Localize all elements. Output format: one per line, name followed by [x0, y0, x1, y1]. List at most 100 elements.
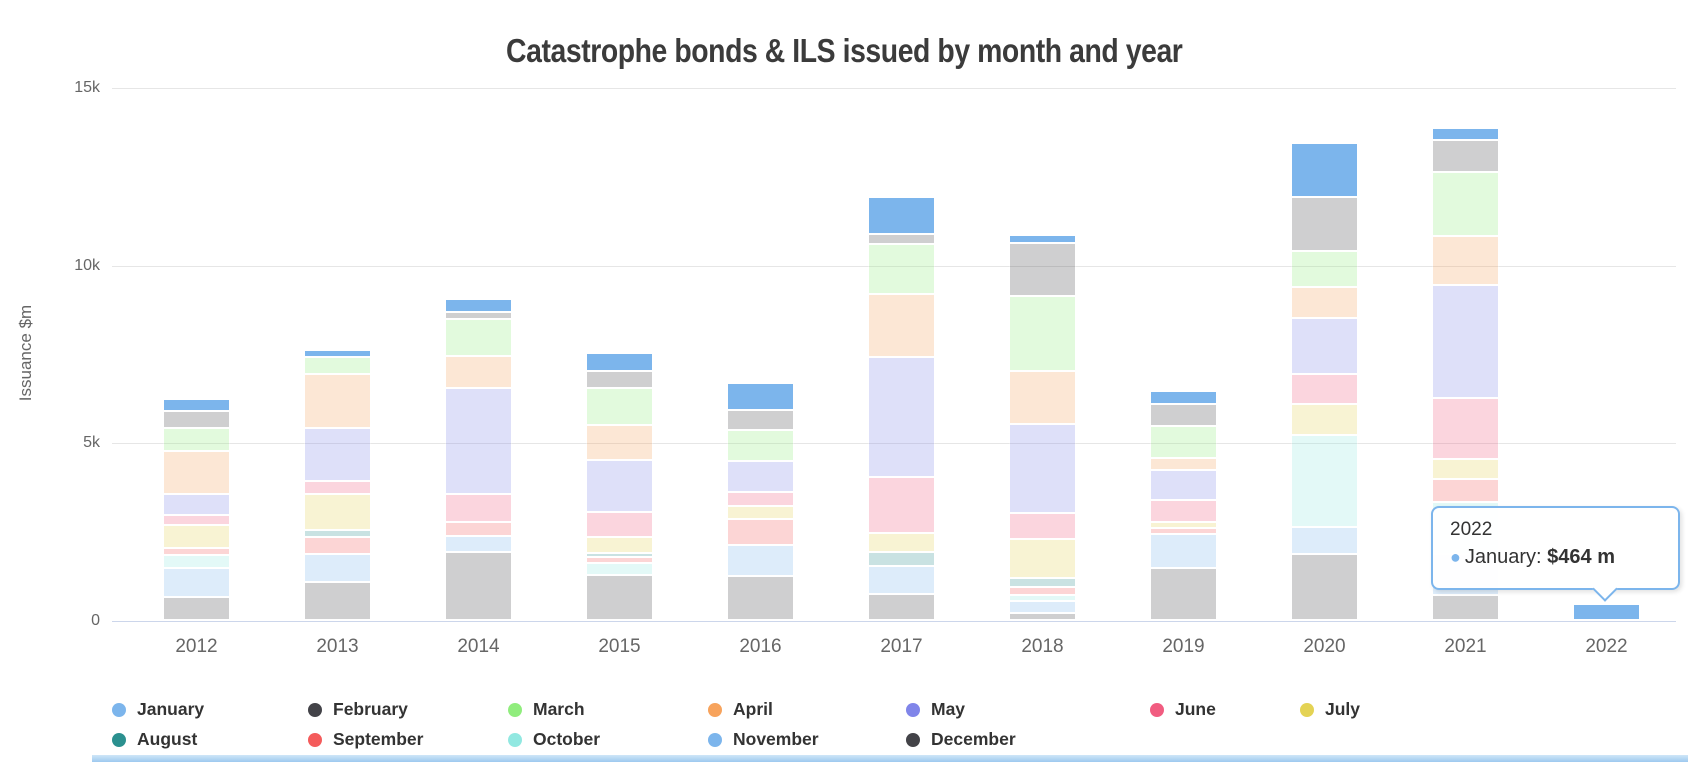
bar-segment-2015-february[interactable] — [586, 370, 653, 389]
bar-segment-2018-september[interactable] — [1009, 587, 1076, 595]
bar-segment-2019-september[interactable] — [1150, 528, 1217, 534]
bar-segment-2021-april[interactable] — [1432, 236, 1499, 285]
bar-segment-2019-november[interactable] — [1150, 533, 1217, 569]
bar-segment-2021-february[interactable] — [1432, 139, 1499, 173]
bar-segment-2019-january[interactable] — [1150, 391, 1217, 405]
legend-item-august[interactable]: August — [112, 729, 197, 750]
bar-segment-2020-december[interactable] — [1291, 554, 1358, 621]
bar-segment-2021-may[interactable] — [1432, 284, 1499, 399]
bar-segment-2015-january[interactable] — [586, 352, 653, 371]
bar-segment-2016-may[interactable] — [727, 460, 794, 493]
bar-segment-2018-may[interactable] — [1009, 423, 1076, 513]
bar-segment-2017-april[interactable] — [868, 294, 935, 357]
bar-segment-2015-october[interactable] — [586, 563, 653, 575]
bar-segment-2014-november[interactable] — [445, 535, 512, 553]
bar-segment-2017-february[interactable] — [868, 233, 935, 245]
legend-item-april[interactable]: April — [708, 699, 773, 720]
bar-segment-2017-december[interactable] — [868, 593, 935, 621]
bar-segment-2019-may[interactable] — [1150, 470, 1217, 501]
bar-segment-2012-march[interactable] — [163, 428, 230, 451]
bar-segment-2012-july[interactable] — [163, 524, 230, 549]
bar-segment-2012-may[interactable] — [163, 494, 230, 515]
bar-segment-2015-september[interactable] — [586, 557, 653, 564]
bar-segment-2012-september[interactable] — [163, 548, 230, 556]
bar-segment-2018-march[interactable] — [1009, 296, 1076, 371]
bar-segment-2013-may[interactable] — [304, 428, 371, 481]
bar-segment-2018-december[interactable] — [1009, 613, 1076, 621]
bar-segment-2018-july[interactable] — [1009, 538, 1076, 579]
bar-segment-2015-april[interactable] — [586, 425, 653, 460]
bar-segment-2018-january[interactable] — [1009, 234, 1076, 244]
bar-segment-2019-june[interactable] — [1150, 500, 1217, 523]
bar-segment-2015-may[interactable] — [586, 459, 653, 513]
bar-segment-2020-november[interactable] — [1291, 526, 1358, 555]
bar-segment-2020-january[interactable] — [1291, 142, 1358, 197]
bar-segment-2014-february[interactable] — [445, 311, 512, 319]
bar-segment-2016-june[interactable] — [727, 492, 794, 506]
bar-segment-2016-september[interactable] — [727, 518, 794, 546]
bar-segment-2013-april[interactable] — [304, 374, 371, 429]
bar-segment-2012-february[interactable] — [163, 411, 230, 429]
bar-segment-2021-december[interactable] — [1432, 595, 1499, 621]
bar-segment-2015-july[interactable] — [586, 536, 653, 553]
bar-segment-2020-june[interactable] — [1291, 374, 1358, 404]
bar-segment-2012-november[interactable] — [163, 567, 230, 597]
bar-segment-2019-july[interactable] — [1150, 522, 1217, 529]
bar-segment-2017-march[interactable] — [868, 244, 935, 295]
bar-segment-2015-march[interactable] — [586, 388, 653, 426]
bar-segment-2016-december[interactable] — [727, 576, 794, 621]
bar-segment-2017-july[interactable] — [868, 533, 935, 553]
bar-segment-2021-march[interactable] — [1432, 172, 1499, 237]
legend-item-december[interactable]: December — [906, 729, 1016, 750]
bar-segment-2017-november[interactable] — [868, 566, 935, 594]
bar-segment-2015-june[interactable] — [586, 512, 653, 537]
bar-segment-2020-february[interactable] — [1291, 196, 1358, 251]
bar-segment-2014-june[interactable] — [445, 494, 512, 523]
bar-segment-2014-april[interactable] — [445, 356, 512, 389]
legend-item-november[interactable]: November — [708, 729, 819, 750]
bar-segment-2013-november[interactable] — [304, 554, 371, 583]
bar-segment-2019-april[interactable] — [1150, 458, 1217, 471]
legend-item-may[interactable]: May — [906, 699, 965, 720]
bar-segment-2018-august[interactable] — [1009, 578, 1076, 588]
bar-segment-2013-july[interactable] — [304, 494, 371, 531]
bar-segment-2012-october[interactable] — [163, 555, 230, 568]
bar-segment-2015-december[interactable] — [586, 574, 653, 621]
legend-item-october[interactable]: October — [508, 729, 600, 750]
legend-item-june[interactable]: June — [1150, 699, 1216, 720]
bar-segment-2018-february[interactable] — [1009, 243, 1076, 297]
bar-segment-2020-october[interactable] — [1291, 434, 1358, 527]
legend-item-july[interactable]: July — [1300, 699, 1360, 720]
bar-segment-2014-march[interactable] — [445, 318, 512, 357]
bar-segment-2016-march[interactable] — [727, 430, 794, 461]
bar-segment-2016-february[interactable] — [727, 409, 794, 431]
bar-segment-2014-january[interactable] — [445, 298, 512, 312]
bar-segment-2019-march[interactable] — [1150, 426, 1217, 459]
legend-item-february[interactable]: February — [308, 699, 408, 720]
bar-segment-2021-january[interactable] — [1432, 127, 1499, 140]
bar-segment-2016-july[interactable] — [727, 505, 794, 519]
bar-segment-2016-november[interactable] — [727, 545, 794, 577]
bar-segment-2020-may[interactable] — [1291, 318, 1358, 375]
bar-segment-2013-march[interactable] — [304, 357, 371, 375]
legend-item-january[interactable]: January — [112, 699, 204, 720]
bar-segment-2019-december[interactable] — [1150, 568, 1217, 621]
bar-segment-2016-january[interactable] — [727, 383, 794, 410]
bar-segment-2013-september[interactable] — [304, 537, 371, 555]
bar-segment-2017-june[interactable] — [868, 476, 935, 534]
bar-segment-2017-january[interactable] — [868, 196, 935, 234]
bar-segment-2021-june[interactable] — [1432, 398, 1499, 460]
bar-segment-2014-september[interactable] — [445, 522, 512, 536]
bar-segment-2020-march[interactable] — [1291, 250, 1358, 288]
bar-segment-2020-july[interactable] — [1291, 403, 1358, 435]
bar-segment-2014-may[interactable] — [445, 388, 512, 495]
bar-segment-2013-january[interactable] — [304, 349, 371, 358]
bar-segment-2018-november[interactable] — [1009, 600, 1076, 614]
bar-segment-2019-february[interactable] — [1150, 404, 1217, 427]
bar-segment-2022-january[interactable] — [1573, 604, 1640, 621]
legend-item-september[interactable]: September — [308, 729, 423, 750]
bar-segment-2015-august[interactable] — [586, 552, 653, 558]
bar-segment-2018-october[interactable] — [1009, 594, 1076, 601]
bar-segment-2013-june[interactable] — [304, 480, 371, 495]
bar-segment-2013-december[interactable] — [304, 582, 371, 621]
